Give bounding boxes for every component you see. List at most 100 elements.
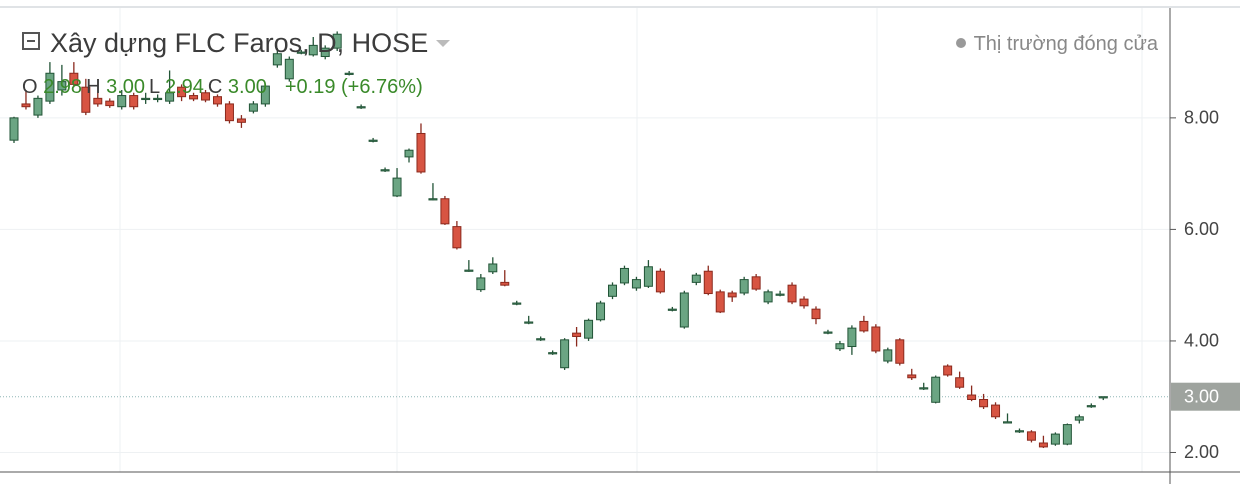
candle-body: [141, 97, 151, 101]
candle-body: [584, 319, 594, 339]
candle-body: [572, 332, 582, 337]
candle-body: [943, 365, 953, 376]
candle-body: [751, 276, 761, 290]
candle-body: [93, 97, 103, 105]
ohlc-value: 2.98: [43, 76, 83, 98]
candle-body: [344, 72, 354, 75]
candle-body: [177, 86, 187, 98]
candle-body: [260, 85, 270, 105]
candle-body: [883, 349, 893, 362]
ohlc-legend: O 2.98 H 3.00 L 2.94 C 3.00 +0.19 (+6.76%): [22, 76, 423, 99]
candle-body: [703, 270, 713, 295]
candle-body: [368, 139, 378, 142]
candle-body: [212, 96, 222, 105]
candle-body: [21, 103, 31, 108]
ohlc-change: +0.19 (+6.76%): [284, 76, 423, 98]
candle-body: [524, 321, 534, 324]
candle-body: [979, 399, 989, 408]
ohlc-key: C: [207, 76, 223, 98]
candle-body: [416, 132, 426, 173]
candle-body: [165, 92, 175, 102]
candle-body: [332, 33, 342, 49]
candle-body: [284, 58, 294, 80]
status-dot: [955, 38, 966, 48]
candle-body: [512, 302, 522, 305]
candle-body: [655, 270, 665, 293]
candle-body: [440, 198, 450, 225]
ohlc-value: 3.00: [106, 76, 146, 98]
candle-body: [308, 44, 318, 56]
candle-body: [1038, 442, 1048, 448]
candle-body: [129, 95, 139, 108]
y-tick-label: 8.00: [1184, 108, 1219, 128]
candle-body: [189, 95, 199, 100]
candle-body: [619, 267, 629, 284]
candle-body: [715, 291, 725, 313]
market-status: Thị trường đóng cửa: [955, 33, 1158, 56]
candle-body: [608, 284, 617, 297]
candle-body: [33, 97, 43, 116]
candle-body: [631, 279, 641, 289]
candle-body: [739, 279, 749, 294]
y-tick-label: 6.00: [1184, 219, 1219, 239]
candle-body: [679, 292, 689, 328]
candle-body: [236, 118, 246, 123]
candle-body: [428, 198, 438, 201]
candle-body: [727, 292, 737, 298]
candle-body: [117, 95, 127, 108]
y-tick-label: 2.00: [1184, 442, 1219, 462]
candle-body: [1086, 405, 1096, 408]
candle-body: [296, 51, 306, 54]
y-tick-label: 4.00: [1184, 331, 1219, 351]
candle-body: [105, 100, 115, 107]
candle-body: [272, 53, 282, 66]
candle-body: [380, 169, 390, 172]
ohlc-key: O: [22, 76, 38, 98]
candle-body: [835, 343, 845, 350]
candle-body: [1003, 421, 1013, 424]
ohlc-value: 2.94: [164, 76, 204, 98]
candle-body: [811, 308, 821, 320]
candle-body: [1074, 416, 1084, 421]
last-price-label: 3.00: [1184, 386, 1219, 406]
candle-body: [476, 277, 486, 291]
candle-body: [667, 308, 677, 311]
last-price-box: [1171, 382, 1240, 411]
candle-body: [919, 387, 929, 390]
candle-body: [859, 320, 869, 332]
candle-body: [57, 81, 67, 91]
candle-body: [464, 269, 474, 272]
candle-body: [596, 302, 606, 321]
grid: [0, 8, 1170, 472]
candle-body: [81, 86, 91, 113]
candle-body: [404, 149, 414, 158]
candle-body: [955, 377, 965, 388]
candle-body: [823, 331, 833, 334]
ohlc-key: H: [86, 76, 101, 98]
candle-body: [787, 284, 797, 303]
candle-body: [69, 72, 79, 85]
candle-body: [536, 338, 546, 341]
header-title: Xây dựng FLC Faros, D, HOSE: [22, 28, 451, 59]
candle-body: [847, 327, 857, 348]
candle-body: [907, 374, 917, 379]
candle-body: [1026, 431, 1036, 441]
candle-body: [799, 298, 809, 307]
candle-body: [1014, 430, 1024, 433]
candle-body: [320, 47, 330, 58]
caret[interactable]: [436, 40, 451, 47]
candle-body: [153, 97, 163, 101]
candle-body: [201, 92, 211, 101]
candle-body: [691, 274, 701, 283]
candle-body: [45, 72, 55, 102]
candle-body: [452, 226, 462, 249]
ohlc-value: 3.00: [227, 76, 267, 98]
collapse-icon[interactable]: [22, 32, 40, 50]
candle-body: [248, 103, 258, 112]
candle-body: [991, 404, 1001, 418]
candle-body: [548, 352, 558, 355]
candle-body: [1062, 424, 1072, 445]
